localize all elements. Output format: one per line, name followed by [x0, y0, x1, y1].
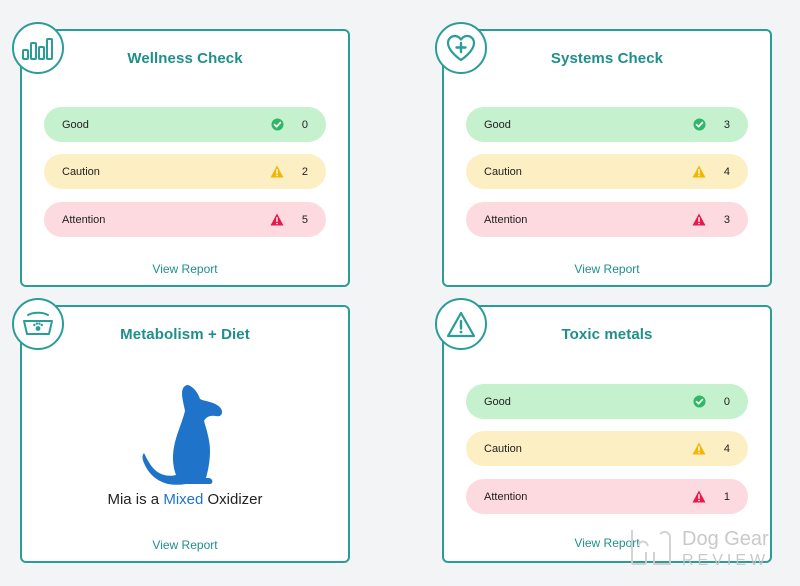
status-label: Good: [62, 118, 89, 131]
card-title: Metabolism + Diet: [120, 326, 250, 343]
toxic-metals-card: Toxic metals Good 0 Caution 4 Attention …: [442, 305, 772, 563]
oxidizer-result-text: Mia is a Mixed Oxidizer: [22, 491, 348, 508]
status-count: 2: [301, 165, 308, 178]
status-label: Caution: [484, 165, 522, 178]
status-label: Attention: [484, 213, 528, 226]
metabolism-diet-card: Metabolism + Diet Mia is a Mixed Oxidize…: [20, 305, 350, 563]
view-report-link[interactable]: View Report: [152, 262, 218, 276]
status-count: 1: [723, 490, 730, 503]
warning-icon: [692, 442, 706, 456]
status-count: 5: [301, 213, 308, 226]
status-row-good: Good 3: [466, 107, 748, 142]
status-count: 4: [723, 165, 730, 178]
alert-icon: [270, 213, 284, 227]
status-label: Attention: [484, 490, 528, 503]
card-title: Toxic metals: [561, 326, 653, 343]
watermark-line1: Dog Gear: [682, 528, 769, 550]
status-label: Caution: [484, 442, 522, 455]
status-label: Attention: [62, 213, 106, 226]
view-report-link[interactable]: View Report: [574, 262, 640, 276]
oxidizer-text-suffix: Oxidizer: [203, 491, 263, 508]
check-circle-icon: [270, 118, 284, 132]
warning-icon: [692, 165, 706, 179]
alert-icon: [692, 213, 706, 227]
status-label: Good: [484, 118, 511, 131]
dog-gear-logo-icon: [631, 530, 671, 565]
status-row-caution: Caution 4: [466, 431, 748, 466]
status-count: 3: [723, 213, 730, 226]
card-title: Wellness Check: [127, 50, 243, 67]
status-row-caution: Caution 4: [466, 154, 748, 189]
check-circle-icon: [692, 395, 706, 409]
pet-bowl-icon: [12, 298, 64, 350]
watermark-logo: Dog Gear REVIEW: [624, 522, 794, 576]
warning-triangle-icon: [435, 298, 487, 350]
heart-plus-icon: [435, 22, 487, 74]
check-circle-icon: [692, 118, 706, 132]
status-count: 0: [301, 118, 308, 131]
status-label: Caution: [62, 165, 100, 178]
status-row-attention: Attention 5: [44, 202, 326, 237]
card-title: Systems Check: [550, 50, 664, 67]
status-row-caution: Caution 2: [44, 154, 326, 189]
view-report-link[interactable]: View Report: [574, 536, 640, 550]
status-row-good: Good 0: [44, 107, 326, 142]
alert-icon: [692, 490, 706, 504]
watermark-line2: REVIEW: [682, 552, 770, 569]
wellness-check-card: Wellness Check Good 0 Caution 2 Attentio…: [20, 29, 350, 287]
status-count: 0: [723, 395, 730, 408]
warning-icon: [270, 165, 284, 179]
view-report-link[interactable]: View Report: [152, 538, 218, 552]
status-row-good: Good 0: [466, 384, 748, 419]
bar-chart-icon: [12, 22, 64, 74]
dog-silhouette-icon: [138, 383, 238, 487]
oxidizer-type-highlight: Mixed: [163, 491, 204, 508]
oxidizer-text-prefix: Mia is a: [107, 491, 164, 508]
systems-check-card: Systems Check Good 3 Caution 4 Attention…: [442, 29, 772, 287]
status-label: Good: [484, 395, 511, 408]
status-row-attention: Attention 3: [466, 202, 748, 237]
status-count: 3: [723, 118, 730, 131]
status-count: 4: [723, 442, 730, 455]
status-row-attention: Attention 1: [466, 479, 748, 514]
